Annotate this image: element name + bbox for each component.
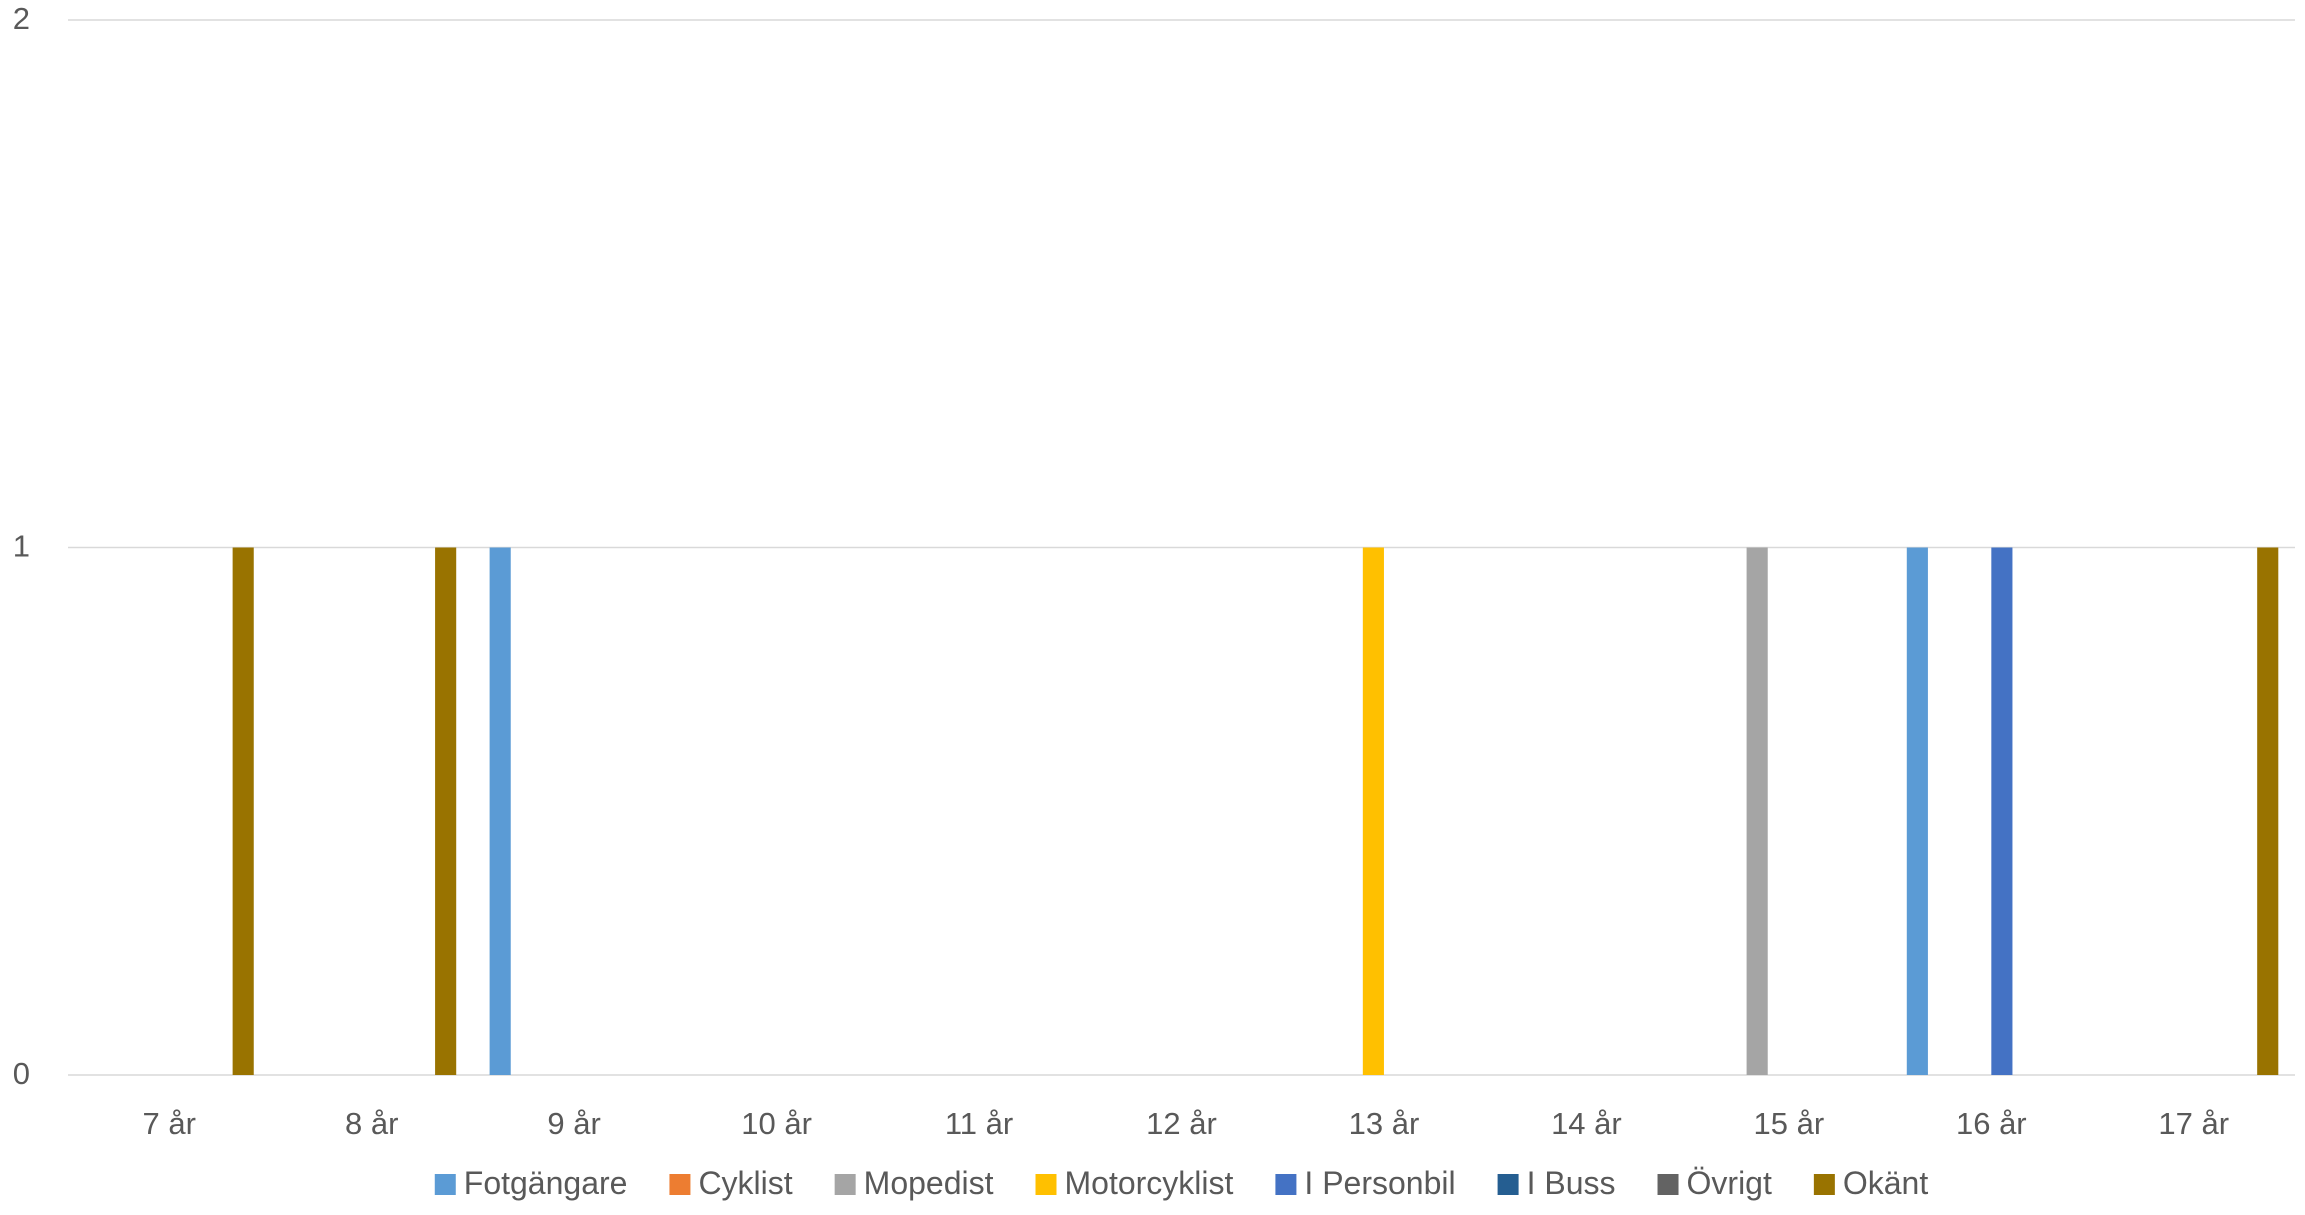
- legend-swatch-i-buss: [1497, 1174, 1519, 1195]
- bars: [232, 547, 2279, 1075]
- legend-swatch-motorcyklist: [1035, 1174, 1057, 1195]
- x-axis: 7 år 8 år 9 år 10 år 11 år 12 år 13 år 14 år 15 …: [143, 1106, 2230, 1141]
- y-tick-label: 1: [13, 529, 30, 564]
- legend-swatch-mopedist: [834, 1174, 856, 1195]
- legend-label-motorcyklist: Motorcyklist: [1065, 1165, 1234, 1201]
- bar-fotgängare-2: [489, 547, 511, 1075]
- legend-swatch-övrigt: [1657, 1174, 1679, 1195]
- x-tick-label: 9 år: [547, 1106, 600, 1141]
- legend-swatch-cyklist: [669, 1174, 691, 1195]
- x-tick-label: 7 år: [143, 1106, 196, 1141]
- x-tick-label: 10 år: [741, 1106, 812, 1141]
- legend-label-övrigt: Övrigt: [1687, 1165, 1772, 1201]
- legend-label-i-buss: I Buss: [1527, 1165, 1616, 1201]
- legend-label-fotgängare: Fotgängare: [464, 1165, 628, 1201]
- bar-okänt-1: [435, 547, 457, 1075]
- x-tick-label: 15 år: [1754, 1106, 1825, 1141]
- x-tick-label: 17 år: [2158, 1106, 2229, 1141]
- x-tick-label: 8 år: [345, 1106, 398, 1141]
- legend: Fotgängare Cyklist Mopedist Motorcyklist I P…: [434, 1165, 1928, 1201]
- x-tick-label: 14 år: [1551, 1106, 1622, 1141]
- legend-swatch-okänt: [1813, 1174, 1835, 1195]
- legend-swatch-fotgängare: [434, 1174, 456, 1195]
- legend-label-cyklist: Cyklist: [698, 1165, 792, 1201]
- bar-okänt-0: [232, 547, 254, 1075]
- legend-swatch-i-personbil: [1275, 1174, 1297, 1195]
- bar-motorcyklist-6: [1362, 547, 1384, 1075]
- gridlines: [68, 19, 2295, 1076]
- x-tick-label: 11 år: [945, 1106, 1013, 1141]
- legend-label-mopedist: Mopedist: [864, 1165, 994, 1201]
- legend-label-i-personbil: I Personbil: [1304, 1165, 1455, 1201]
- x-tick-label: 13 år: [1349, 1106, 1420, 1141]
- x-tick-label: 12 år: [1146, 1106, 1217, 1141]
- y-tick-label: 2: [13, 1, 30, 36]
- bar-okänt-10: [2257, 547, 2279, 1075]
- y-tick-label: 0: [13, 1056, 30, 1091]
- bar-fotgängare-9: [1906, 547, 1928, 1075]
- y-axis: 0 1 2: [13, 1, 30, 1091]
- bar-mopedist-8: [1746, 547, 1768, 1075]
- bar-i-personbil-9: [1991, 547, 2013, 1075]
- x-tick-label: 16 år: [1956, 1106, 2027, 1141]
- legend-label-okänt: Okänt: [1843, 1165, 1928, 1201]
